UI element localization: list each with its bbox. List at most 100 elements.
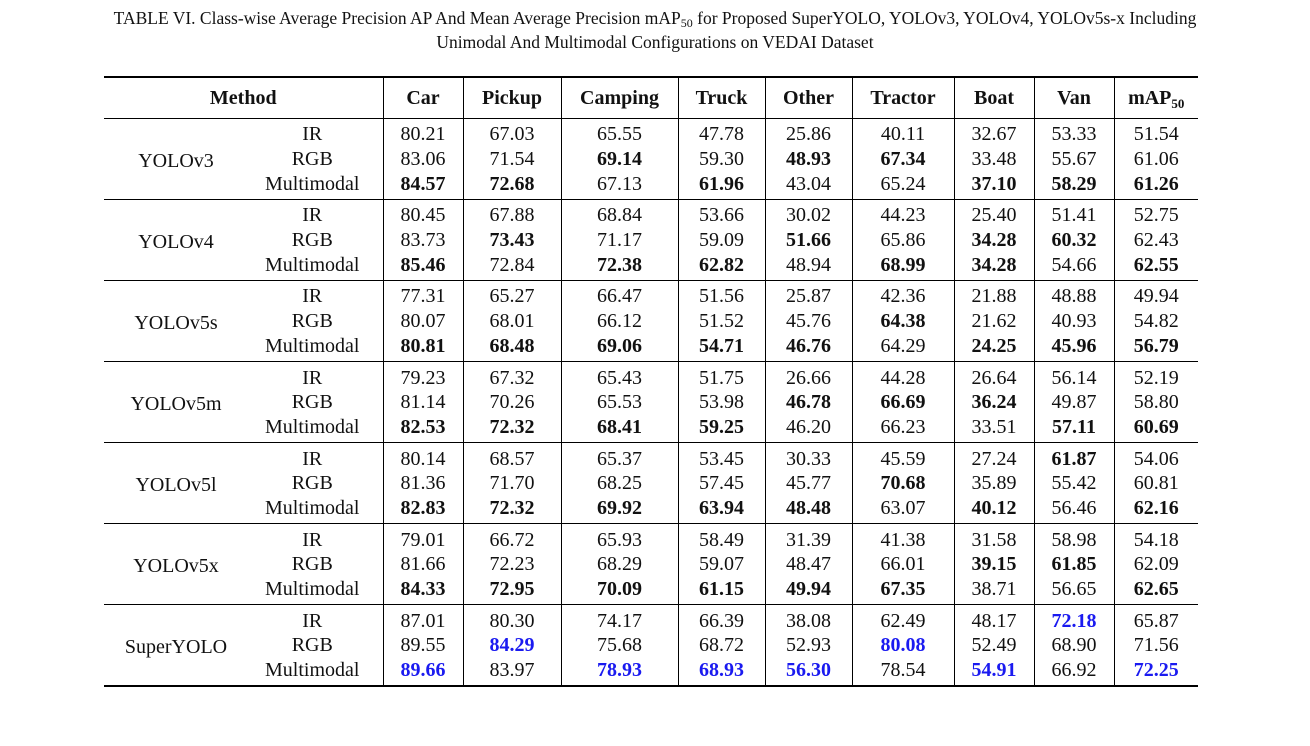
ap-value-cell: 66.92 xyxy=(1033,657,1114,687)
modality-label: RGB xyxy=(291,229,333,252)
ap-value-cell: 80.21 xyxy=(382,118,463,147)
ap-value-cell: 67.13 xyxy=(560,171,678,200)
header-class: Car xyxy=(382,77,463,119)
ap-value-cell: 37.10 xyxy=(953,171,1034,200)
ap-value-cell: 26.64 xyxy=(953,361,1034,390)
ap-value-cell: 65.55 xyxy=(560,118,678,147)
ap-value-cell: 48.48 xyxy=(764,495,852,524)
ap-value-cell: 51.41 xyxy=(1033,199,1114,228)
ap-value-cell: 70.26 xyxy=(462,389,561,415)
ap-value-cell: 60.32 xyxy=(1033,227,1114,253)
ap-value-cell: 68.48 xyxy=(462,333,561,362)
ap-value-cell: 71.54 xyxy=(462,146,561,172)
ap-value-cell: 51.66 xyxy=(764,227,852,253)
ap-value-cell: 79.23 xyxy=(382,361,463,390)
ap-value-cell: 33.51 xyxy=(953,414,1034,443)
table-row: YOLOv4 IR 80.45 67.88 68.84 53.66 30.02 44.23 25… xyxy=(104,199,1198,253)
ap-value-cell: 24.25 xyxy=(953,333,1034,362)
ap-value-cell: 61.85 xyxy=(1033,552,1114,577)
ap-value-cell: 67.03 xyxy=(462,118,561,147)
ap-value-cell: 80.08 xyxy=(851,633,954,658)
table-row: YOLOv5l IR 80.14 68.57 65.37 53.45 30.33 45.59 2… xyxy=(104,442,1198,496)
map-value-cell: 62.16 xyxy=(1113,495,1198,524)
modality-label: IR xyxy=(302,609,323,632)
ap-value-cell: 68.41 xyxy=(560,414,678,443)
ap-value-cell: 72.32 xyxy=(462,414,561,443)
map-value-cell: 60.81 xyxy=(1113,470,1198,496)
modality-label: Multimodal xyxy=(265,659,360,682)
header-class: Camping xyxy=(560,77,678,119)
map-value-cell: 62.43 xyxy=(1113,227,1198,253)
modality-label: RGB xyxy=(291,391,333,414)
ap-value-cell: 66.01 xyxy=(851,552,954,577)
modality-label: IR xyxy=(302,528,323,551)
modality-label: IR xyxy=(302,366,323,389)
table-row: RGB 89.55 84.29 75.68 68.72 52.93 80.08 52.49 68… xyxy=(104,633,1198,658)
modality-label: Multimodal xyxy=(265,578,360,601)
ap-value-cell: 64.38 xyxy=(851,308,954,334)
ap-value-cell: 66.47 xyxy=(560,280,678,309)
ap-value-cell: 53.45 xyxy=(677,442,765,471)
ap-value-cell: 69.92 xyxy=(560,495,678,524)
ap-value-cell: 54.71 xyxy=(677,333,765,362)
ap-value-cell: 48.94 xyxy=(764,252,852,281)
ap-value-cell: 68.90 xyxy=(1033,633,1114,658)
ap-value-cell: 51.56 xyxy=(677,280,765,309)
map-value-cell: 56.79 xyxy=(1113,333,1198,362)
map-value-cell: 61.06 xyxy=(1113,146,1198,172)
ap-value-cell: 32.67 xyxy=(953,118,1034,147)
ap-value-cell: 54.66 xyxy=(1033,252,1114,281)
ap-value-cell: 61.87 xyxy=(1033,442,1114,471)
modality-label: IR xyxy=(302,204,323,227)
ap-value-cell: 81.66 xyxy=(382,552,463,577)
ap-value-cell: 40.12 xyxy=(953,495,1034,524)
ap-value-cell: 45.59 xyxy=(851,442,954,471)
map-value-cell: 52.19 xyxy=(1113,361,1198,390)
ap-value-cell: 48.17 xyxy=(953,604,1034,634)
ap-value-cell: 80.07 xyxy=(382,308,463,334)
ap-value-cell: 44.28 xyxy=(851,361,954,390)
ap-value-cell: 80.81 xyxy=(382,333,463,362)
ap-value-cell: 83.06 xyxy=(382,146,463,172)
ap-value-cell: 65.86 xyxy=(851,227,954,253)
ap-value-cell: 54.91 xyxy=(953,657,1034,687)
modality-label: IR xyxy=(302,447,323,470)
ap-value-cell: 42.36 xyxy=(851,280,954,309)
ap-value-cell: 46.20 xyxy=(764,414,852,443)
ap-value-cell: 56.46 xyxy=(1033,495,1114,524)
ap-value-cell: 31.39 xyxy=(764,523,852,552)
modality-label: Multimodal xyxy=(265,253,360,276)
ap-value-cell: 70.68 xyxy=(851,470,954,496)
map-value-cell: 72.25 xyxy=(1113,657,1198,687)
ap-value-cell: 80.45 xyxy=(382,199,463,228)
table-row: RGB 81.66 72.23 68.29 59.07 48.47 66.01 39.15 61… xyxy=(104,552,1198,577)
ap-value-cell: 57.45 xyxy=(677,470,765,496)
ap-value-cell: 45.96 xyxy=(1033,333,1114,362)
ap-value-cell: 61.96 xyxy=(677,171,765,200)
ap-value-cell: 72.38 xyxy=(560,252,678,281)
map-value-cell: 65.87 xyxy=(1113,604,1198,634)
ap-value-cell: 61.15 xyxy=(677,576,765,605)
ap-value-cell: 67.32 xyxy=(462,361,561,390)
ap-value-cell: 72.32 xyxy=(462,495,561,524)
method-name: YOLOv4 xyxy=(138,230,214,253)
ap-value-cell: 68.57 xyxy=(462,442,561,471)
map-value-cell: 54.06 xyxy=(1113,442,1198,471)
ap-value-cell: 65.27 xyxy=(462,280,561,309)
ap-value-cell: 30.33 xyxy=(764,442,852,471)
modality-label: RGB xyxy=(291,553,333,576)
ap-value-cell: 81.36 xyxy=(382,470,463,496)
map-value-cell: 54.82 xyxy=(1113,308,1198,334)
ap-value-cell: 72.84 xyxy=(462,252,561,281)
ap-value-cell: 83.97 xyxy=(462,657,561,687)
ap-value-cell: 47.78 xyxy=(677,118,765,147)
ap-value-cell: 89.55 xyxy=(382,633,463,658)
ap-value-cell: 55.42 xyxy=(1033,470,1114,496)
ap-value-cell: 45.77 xyxy=(764,470,852,496)
ap-value-cell: 39.15 xyxy=(953,552,1034,577)
method-name: YOLOv5m xyxy=(130,392,222,415)
table-row: Multimodal 89.66 83.97 78.93 68.93 56.30 78.54… xyxy=(104,657,1198,687)
ap-value-cell: 80.30 xyxy=(462,604,561,634)
ap-value-cell: 38.08 xyxy=(764,604,852,634)
ap-value-cell: 36.24 xyxy=(953,389,1034,415)
